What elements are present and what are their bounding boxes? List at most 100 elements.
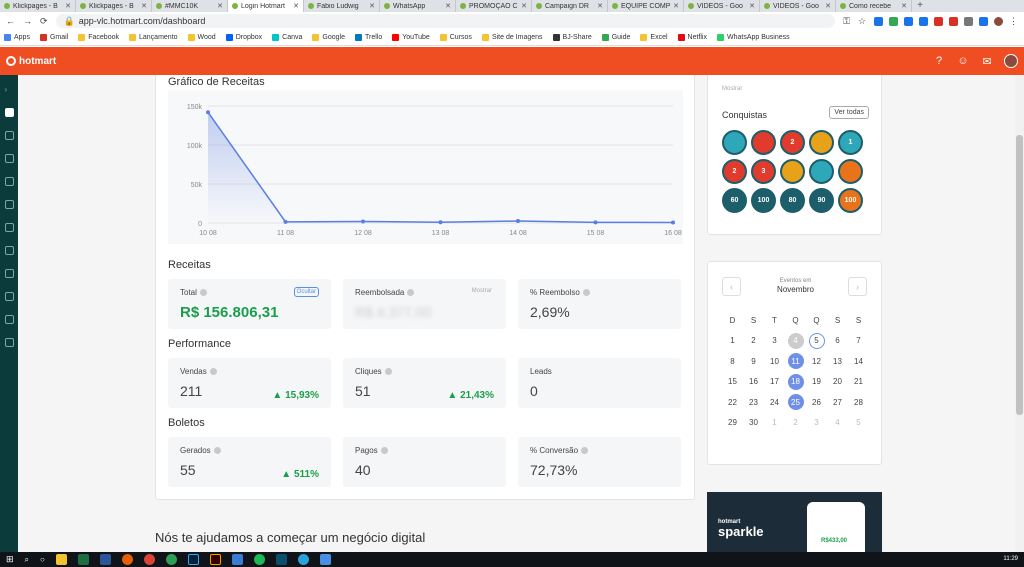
next-month-button[interactable]: › <box>848 277 867 296</box>
illustrator-icon[interactable] <box>209 554 221 565</box>
cart-icon[interactable] <box>4 200 14 209</box>
calendar-day[interactable]: 15 <box>722 374 743 390</box>
calendar-day[interactable]: 28 <box>848 394 869 410</box>
vegas-icon[interactable] <box>275 554 287 565</box>
help-icon[interactable] <box>199 289 207 296</box>
achievement-badge-icon[interactable] <box>809 130 834 155</box>
help-icon[interactable] <box>213 447 221 454</box>
dashboard-icon[interactable] <box>4 108 14 117</box>
tab-close-icon[interactable]: ✕ <box>445 3 451 10</box>
app-icon[interactable] <box>165 554 177 565</box>
app-icon[interactable] <box>319 554 331 565</box>
calendar-day[interactable]: 11 <box>785 353 806 370</box>
bookmark-item[interactable]: Trello <box>354 34 382 41</box>
browser-tab[interactable]: Como recebe ✕ <box>836 0 912 12</box>
tab-close-icon[interactable]: ✕ <box>217 3 223 10</box>
calendar-day[interactable]: 1 <box>722 333 743 349</box>
achievement-badge-icon[interactable] <box>780 159 805 184</box>
chrome-icon[interactable] <box>143 554 155 565</box>
menu-icon[interactable]: ⋮ <box>1009 15 1018 26</box>
tab-close-icon[interactable]: ✕ <box>597 3 603 10</box>
calendar-day[interactable]: 1 <box>764 415 785 431</box>
community-icon[interactable]: ☺ <box>957 55 969 67</box>
browser-tab[interactable]: Klickpages - B ✕ <box>76 0 152 12</box>
calendar-day[interactable]: 2 <box>743 333 764 349</box>
calendar-day[interactable]: 7 <box>848 333 869 349</box>
user-avatar[interactable] <box>1004 54 1018 68</box>
bookmark-item[interactable]: Canva <box>272 34 302 41</box>
chat-nav-icon[interactable] <box>4 246 14 255</box>
hotmart-logo[interactable]: hotmart <box>6 56 56 67</box>
calendar-day[interactable]: 3 <box>806 415 827 431</box>
browser-tab[interactable]: #MMC10K ✕ <box>152 0 228 12</box>
settings-icon[interactable] <box>4 315 14 324</box>
achievement-badge-icon[interactable]: 1 <box>838 130 863 155</box>
achievement-badge-icon[interactable] <box>809 159 834 184</box>
hide-total-button[interactable]: Ocultar <box>293 287 319 297</box>
windows-start-icon[interactable]: ⊞ <box>6 554 14 564</box>
calendar-day[interactable]: 26 <box>806 394 827 410</box>
browser-tab[interactable]: WhatsApp ✕ <box>380 0 456 12</box>
calendar-day[interactable]: 24 <box>764 394 785 410</box>
calendar-day[interactable]: 10 <box>764 353 785 369</box>
profile-avatar[interactable] <box>994 16 1003 26</box>
extension-icon[interactable] <box>874 16 883 26</box>
extension-icon[interactable] <box>889 16 898 26</box>
calendar-day[interactable]: 17 <box>764 374 785 390</box>
calendar-day[interactable]: 19 <box>806 374 827 390</box>
prev-month-button[interactable]: ‹ <box>722 277 741 296</box>
calendar-day[interactable]: 27 <box>827 394 848 410</box>
telegram-icon[interactable] <box>297 554 309 565</box>
browser-tab[interactable]: Campaign DR ✕ <box>532 0 608 12</box>
achievement-badge-icon[interactable]: 2 <box>722 159 747 184</box>
scrollbar[interactable] <box>1015 75 1024 552</box>
help-icon[interactable] <box>407 289 415 296</box>
money-icon[interactable] <box>4 269 14 278</box>
achievement-badge-icon[interactable]: 80 <box>780 188 805 213</box>
browser-tab[interactable]: Login Hotmart ✕ <box>228 0 304 12</box>
search-icon[interactable]: ⌕ <box>24 554 30 564</box>
extension-icon[interactable] <box>964 16 973 26</box>
spotify-icon[interactable] <box>253 554 265 565</box>
calendar-day[interactable]: 25 <box>785 394 806 411</box>
sync-icon[interactable] <box>4 223 14 232</box>
bookmark-item[interactable]: YouTube <box>392 34 430 41</box>
achievement-badge-icon[interactable]: 100 <box>838 188 863 213</box>
calendar-day[interactable]: 14 <box>848 353 869 369</box>
help-icon[interactable] <box>582 289 590 296</box>
reports-icon[interactable] <box>4 292 14 301</box>
bookmark-item[interactable]: Excel <box>640 34 668 41</box>
calendar-day[interactable]: 5 <box>806 332 827 349</box>
tab-close-icon[interactable]: ✕ <box>901 3 907 10</box>
bookmark-item[interactable]: Wood <box>187 34 216 41</box>
photoshop-icon[interactable] <box>187 554 199 565</box>
browser-tab[interactable]: Fabio Ludwig ✕ <box>304 0 380 12</box>
achievement-badge-icon[interactable]: 90 <box>809 188 834 213</box>
bookmark-item[interactable]: Google <box>312 34 345 41</box>
browser-tab[interactable]: PROMOÇÃO C ✕ <box>456 0 532 12</box>
chat-icon[interactable]: ✉ <box>982 55 992 68</box>
calendar-day[interactable]: 2 <box>785 415 806 431</box>
calendar-day[interactable]: 5 <box>848 415 869 431</box>
bookmark-item[interactable]: BJ-Share <box>552 34 592 41</box>
bookmark-item[interactable]: Facebook <box>78 34 119 41</box>
calendar-day[interactable]: 22 <box>722 394 743 410</box>
calendar-day[interactable]: 13 <box>827 353 848 369</box>
help-icon[interactable]: ? <box>935 55 943 67</box>
bookmark-item[interactable]: Cursos <box>439 34 472 41</box>
tab-close-icon[interactable]: ✕ <box>521 3 527 10</box>
calendar-day[interactable]: 18 <box>785 373 806 390</box>
scrollbar-thumb[interactable] <box>1016 135 1023 415</box>
calendar-day[interactable]: 16 <box>743 374 764 390</box>
help-icon[interactable] <box>209 368 217 375</box>
achievement-badge-icon[interactable]: 2 <box>780 130 805 155</box>
achievement-badge-icon[interactable] <box>722 130 747 155</box>
tab-close-icon[interactable]: ✕ <box>673 3 679 10</box>
excel-icon[interactable] <box>77 554 89 565</box>
task-view-icon[interactable]: ○ <box>40 555 45 564</box>
tab-close-icon[interactable]: ✕ <box>141 3 147 10</box>
calendar-day[interactable]: 9 <box>743 353 764 369</box>
app-icon[interactable] <box>231 554 243 565</box>
calendar-day[interactable]: 23 <box>743 394 764 410</box>
achievement-badge-icon[interactable] <box>751 130 776 155</box>
